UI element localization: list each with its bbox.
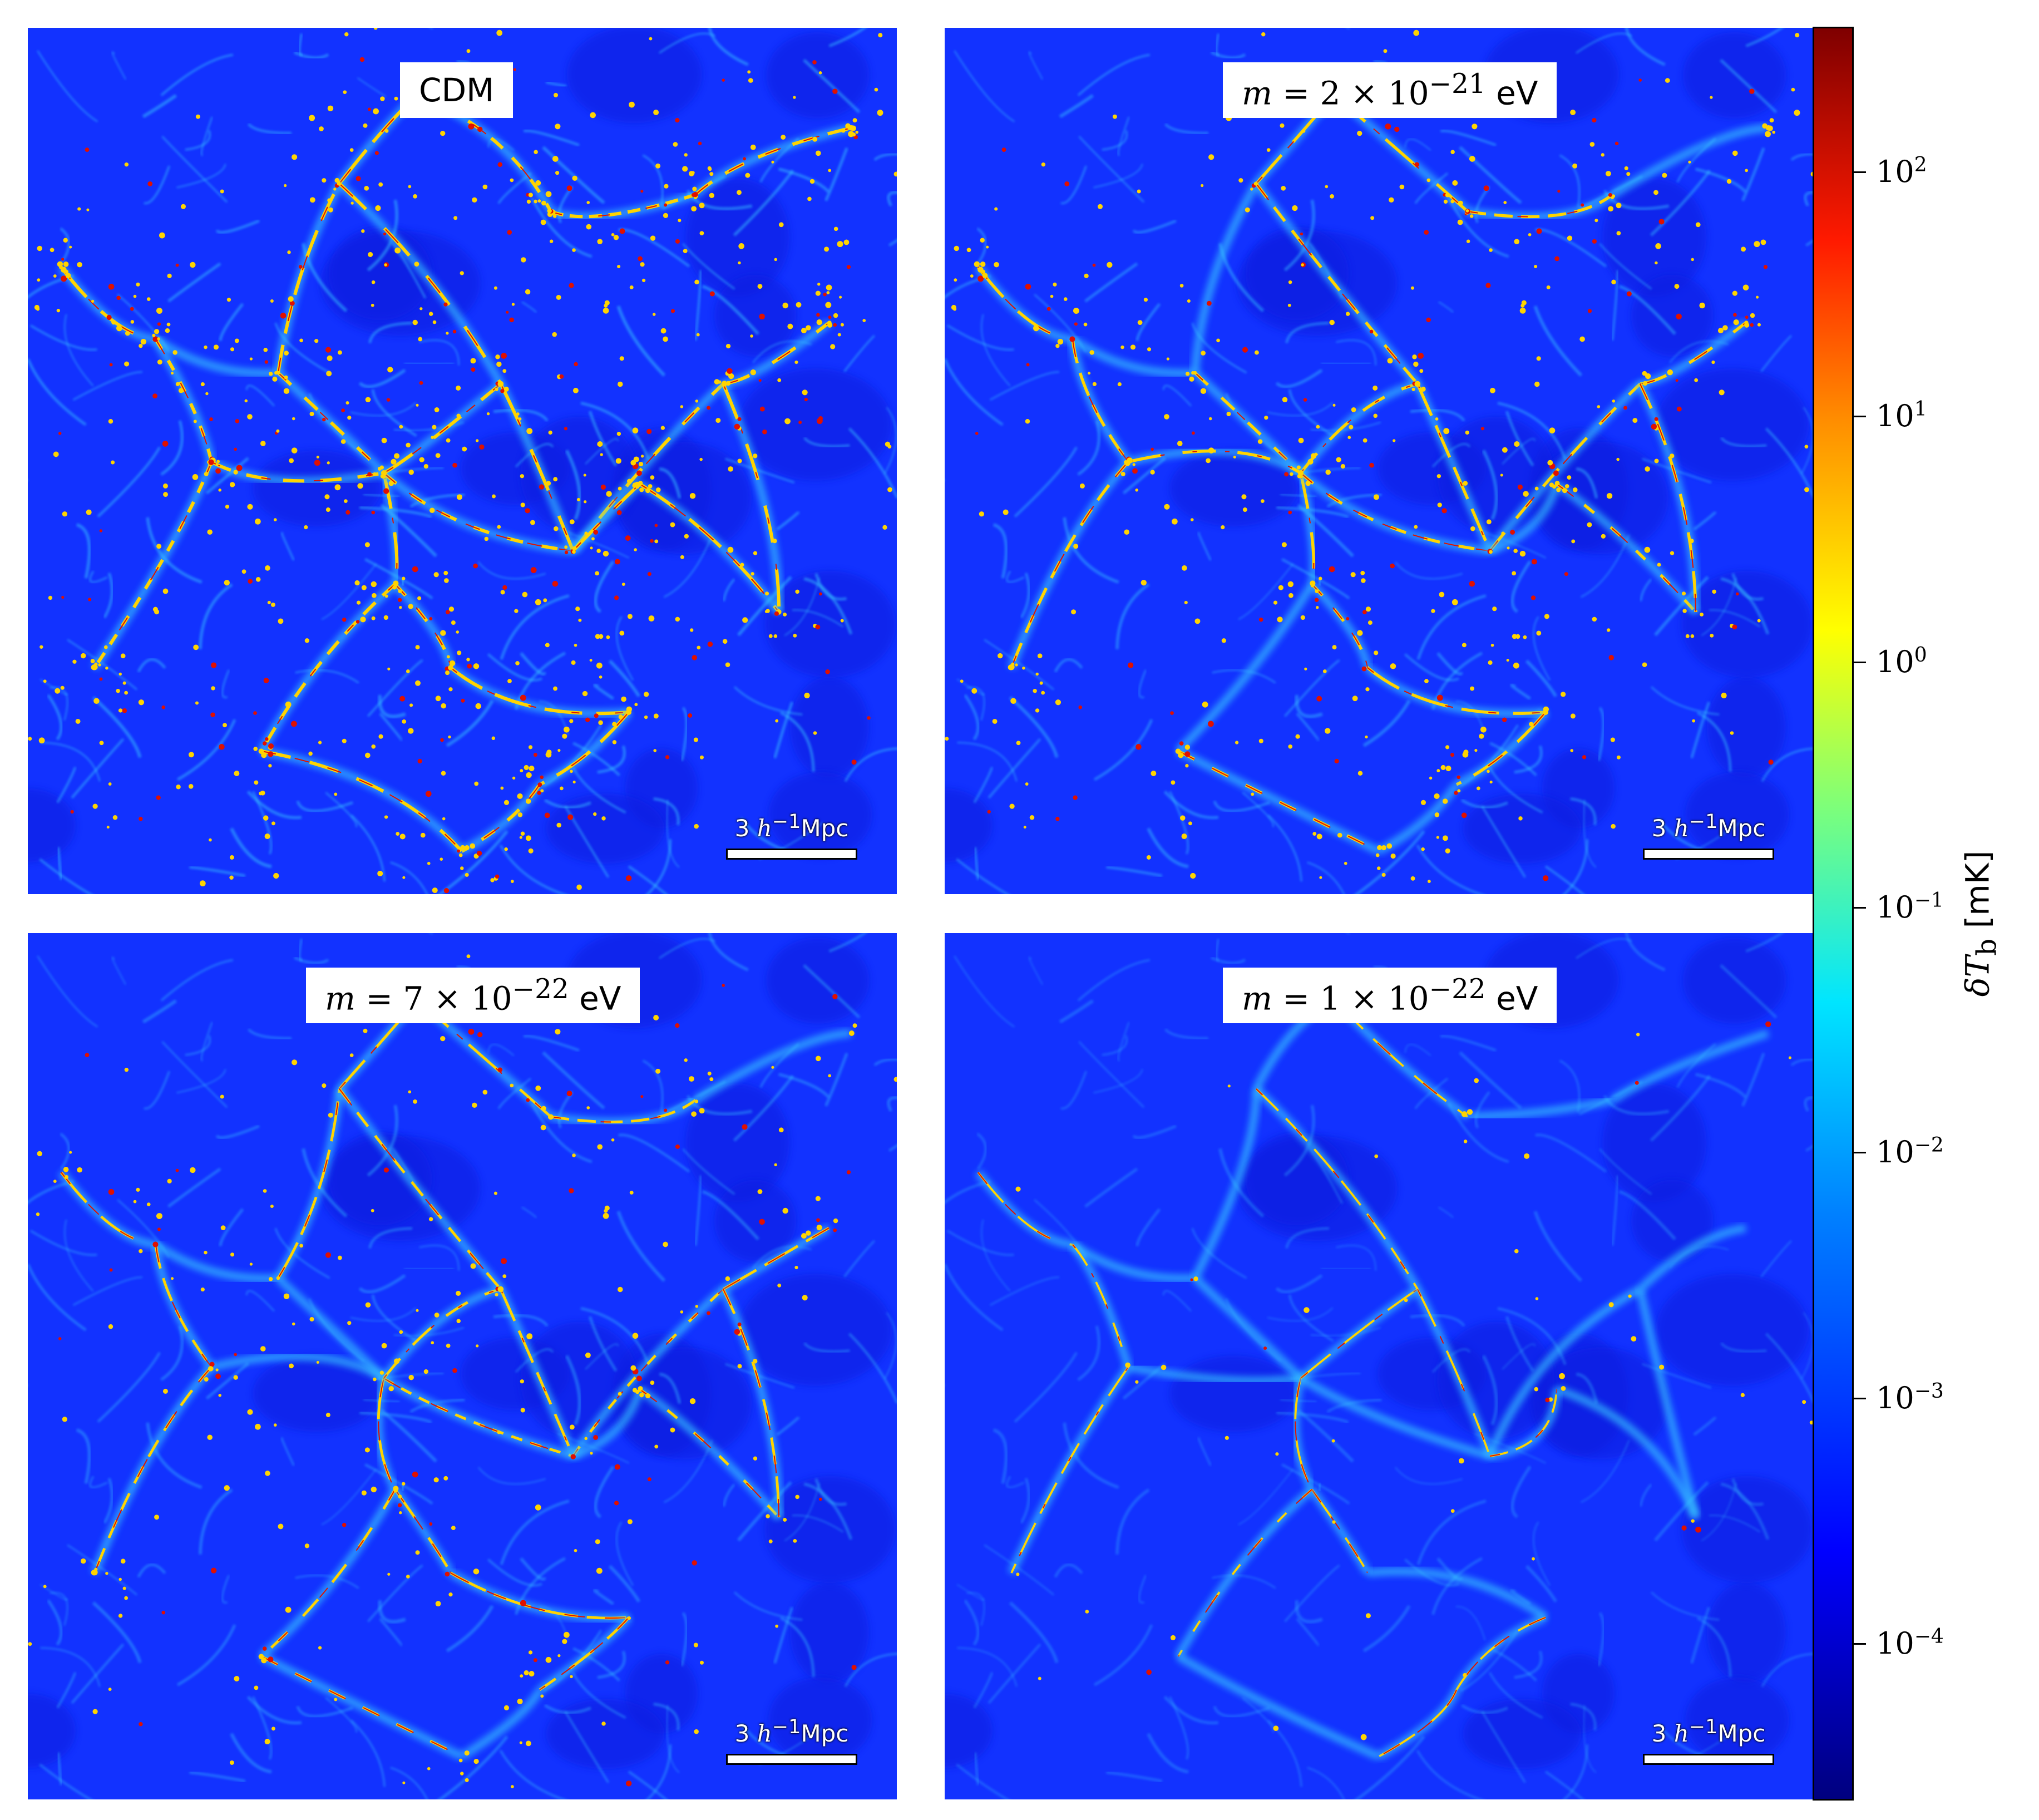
scale-bar: 3 h−1Mpc <box>726 811 857 860</box>
colorbar-tick <box>1854 1398 1866 1399</box>
colorbar-tick-label: 101 <box>1876 398 1927 433</box>
scale-bar-label: 3 h−1Mpc <box>1651 1716 1766 1747</box>
map-panel-m-1e-22: m = 1 × 10−22 eV 3 h−1Mpc <box>945 933 1814 1799</box>
colorbar-tick <box>1854 1643 1866 1645</box>
colorbar-tick <box>1854 171 1866 173</box>
map-panel-m-7e-22: m = 7 × 10−22 eV 3 h−1Mpc <box>28 933 897 1799</box>
colorbar-tick <box>1854 907 1866 909</box>
brightness-temperature-map <box>28 933 897 1799</box>
panel-label: m = 2 × 10−21 eV <box>1223 62 1557 118</box>
colorbar <box>1813 27 1854 1801</box>
colorbar-tick-label: 10−4 <box>1876 1625 1944 1661</box>
panel-label: CDM <box>400 62 514 118</box>
colorbar-tick-label: 10−3 <box>1876 1380 1944 1415</box>
brightness-temperature-map <box>945 28 1814 894</box>
colorbar-tick-label: 102 <box>1876 154 1927 189</box>
colorbar-tick-label: 10−1 <box>1876 889 1944 925</box>
brightness-temperature-map <box>28 28 897 894</box>
scale-bar: 3 h−1Mpc <box>726 1716 857 1765</box>
scale-bar-line <box>726 1754 857 1765</box>
panel-label: m = 1 × 10−22 eV <box>1223 968 1557 1023</box>
map-panel-m-2e-21: m = 2 × 10−21 eV 3 h−1Mpc <box>945 28 1814 894</box>
scale-bar: 3 h−1Mpc <box>1643 1716 1774 1765</box>
brightness-temperature-map <box>945 933 1814 1799</box>
panel-label-text: m = 7 × 10−22 eV <box>325 973 621 1018</box>
map-panel-cdm: CDM 3 h−1Mpc <box>28 28 897 894</box>
scale-bar-line <box>1643 1754 1774 1765</box>
colorbar-tick <box>1854 662 1866 663</box>
scale-bar-label: 3 h−1Mpc <box>734 811 849 842</box>
panel-label: m = 7 × 10−22 eV <box>306 968 640 1023</box>
scale-bar-label: 3 h−1Mpc <box>1651 811 1766 842</box>
panel-label-text: m = 2 × 10−21 eV <box>1242 68 1538 112</box>
panel-label-text: CDM <box>419 71 495 109</box>
scale-bar-label: 3 h−1Mpc <box>734 1716 849 1747</box>
colorbar-tick-label: 10−2 <box>1876 1134 1944 1170</box>
scale-bar-line <box>1643 849 1774 860</box>
scale-bar-line <box>726 849 857 860</box>
panel-label-text: m = 1 × 10−22 eV <box>1242 973 1538 1018</box>
colorbar-tick-label: 100 <box>1876 644 1927 679</box>
scale-bar: 3 h−1Mpc <box>1643 811 1774 860</box>
colorbar-title: δTb [mK] <box>1958 850 2003 997</box>
colorbar-tick <box>1854 1152 1866 1153</box>
colorbar-tick <box>1854 416 1866 417</box>
